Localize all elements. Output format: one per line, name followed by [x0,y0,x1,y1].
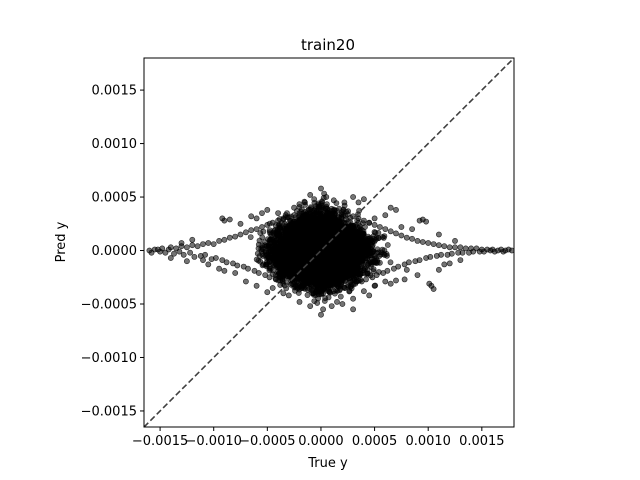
scatter-point [375,235,382,241]
plot-area: −0.0015−0.0010−0.0005 0.0000 0.0005 0.0010 0… [81,57,515,449]
scatter-point [378,251,384,258]
scatter-point [275,271,282,278]
scatter-point [370,235,377,242]
chart-title: train20 [301,36,355,54]
scatter-point [364,270,371,277]
scatter-point [322,295,329,302]
scatter-point [295,290,302,296]
scatter-point [315,200,322,207]
scatter-point [340,219,347,225]
scatter-point [259,234,266,241]
scatter-point [331,216,338,222]
scatter-point [384,242,391,248]
scatter-point [263,249,269,256]
scatter-point [381,233,388,239]
scatter-point [359,231,366,238]
scatter-point [247,234,254,240]
scatter-point [337,293,344,300]
scatter-point [262,261,269,268]
scatter-point [306,281,313,288]
scatter-point [329,211,335,218]
scatter-point [376,259,383,266]
scatter-point [346,288,353,295]
scatter-point [270,267,276,274]
data-points [146,185,514,318]
scatter-point [350,224,356,231]
scatter-point [347,269,354,276]
scatter-point [258,246,265,253]
scatter-point [279,245,285,251]
scatter-point [387,259,394,266]
scatter-point [267,236,273,243]
scatter-point [362,224,368,230]
scatter-point [340,234,347,240]
scatter-point [316,260,323,267]
scatter-point [369,256,376,262]
scatter-point [291,218,298,225]
scatter-point [304,292,311,298]
scatter-point [366,260,372,267]
scatter-point [357,226,364,233]
scatter-point [253,256,260,263]
scatter-point [370,266,377,272]
